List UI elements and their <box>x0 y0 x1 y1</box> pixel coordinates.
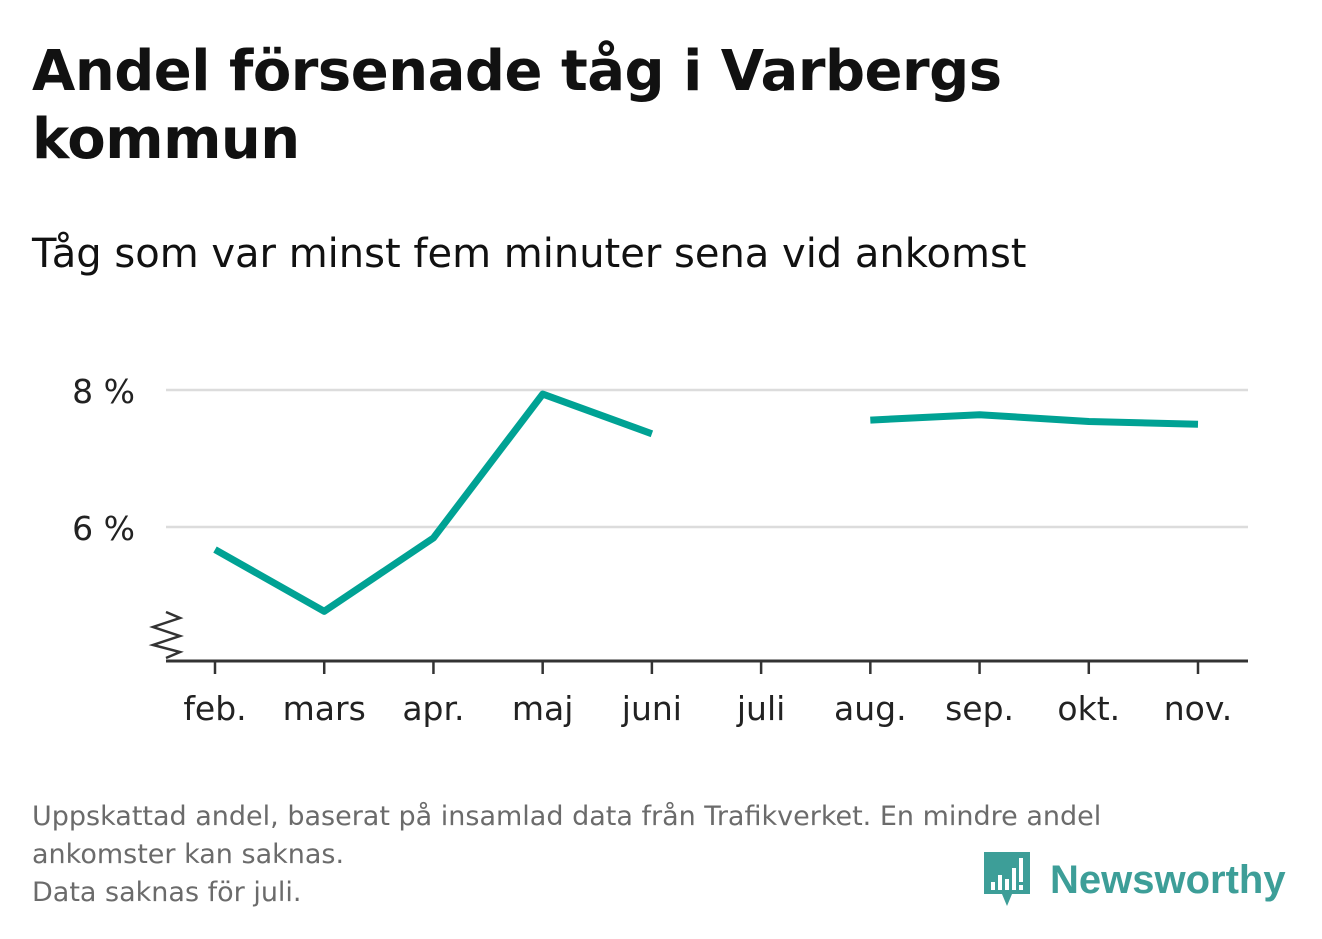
axis-break-marker <box>148 610 184 660</box>
footnote-line-1: Uppskattad andel, baserat på insamlad da… <box>32 801 1102 832</box>
y-tick-label-8: 8 % <box>72 372 135 411</box>
x-tick-label-7: sep. <box>945 689 1014 728</box>
x-tick-label-0: feb. <box>183 689 246 728</box>
footnote: Uppskattad andel, baserat på insamlad da… <box>32 798 1282 912</box>
chart-title: Andel försenade tåg i Varbergs kommun <box>32 39 1002 172</box>
x-tick-label-8: okt. <box>1057 689 1120 728</box>
series-lines <box>213 390 1199 615</box>
chart-subtitle: Tåg som var minst fem minuter sena vid a… <box>32 231 1027 277</box>
y-tick-label-6: 6 % <box>72 509 135 548</box>
gridlines <box>166 388 1248 529</box>
bar-chart-speech-bubble-icon <box>984 852 1030 906</box>
x-tick-label-2: apr. <box>402 689 464 728</box>
x-axis <box>148 610 1248 674</box>
x-tick-label-4: juni <box>621 689 682 728</box>
x-tick-label-5: juli <box>736 689 785 728</box>
x-tick-label-6: aug. <box>834 689 907 728</box>
logo-text: Newsworthy <box>1050 857 1286 902</box>
x-tick-label-9: nov. <box>1164 689 1233 728</box>
series-line-segment-0-1 <box>870 411 1199 428</box>
footnote-line-2: ankomster kan saknas. <box>32 839 345 870</box>
y-axis-labels: 6 % 8 % <box>72 372 135 548</box>
x-axis-labels: feb. mars apr. maj juni juli aug. sep. okt. nov. <box>183 689 1232 728</box>
footnote-line-3: Data saknas för juli. <box>32 877 302 908</box>
newsworthy-logo: Newsworthy <box>982 850 1286 910</box>
x-tick-label-3: maj <box>512 689 574 728</box>
series-line-segment-0-0 <box>213 390 654 615</box>
x-tick-label-1: mars <box>283 689 366 728</box>
line-chart: 6 % 8 % feb. mars apr. maj juni juli aug. sep. ok… <box>72 372 1248 728</box>
